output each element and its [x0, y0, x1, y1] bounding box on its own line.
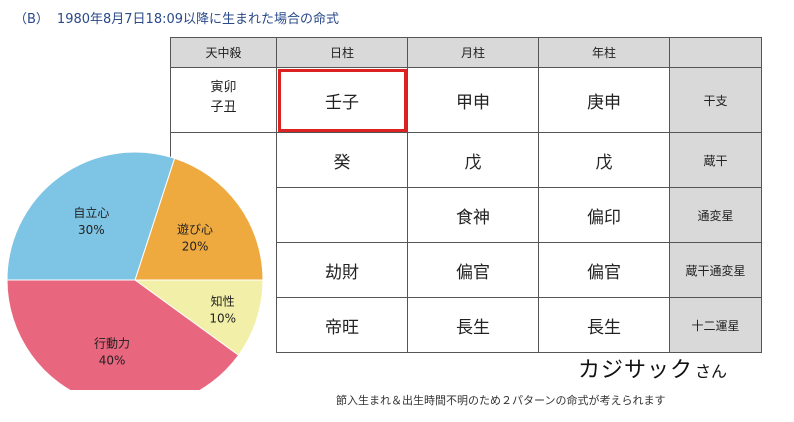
pie-value-0: 20% [182, 239, 209, 253]
day-juniunsei-cell: 帝旺 [276, 297, 408, 353]
year-kanshi-cell: 庚申 [538, 67, 670, 133]
pie-value-2: 40% [99, 354, 126, 368]
row-label: 蔵干 [669, 132, 762, 188]
pie-label-1: 知性 [211, 294, 235, 308]
pie-slice-2 [6, 279, 240, 390]
year-zoukan-cell: 戊 [538, 132, 670, 188]
row-label: 十二運星 [669, 297, 762, 353]
day-tsuhensei-cell [276, 187, 408, 243]
tenchusatsu-1: 寅卯 [210, 80, 237, 95]
name-main: カジサック [578, 358, 694, 383]
month-juniunsei-cell: 長生 [407, 297, 539, 353]
tenchusatsu-2: 子丑 [210, 100, 237, 115]
page-heading: （B） 1980年8月7日18:09以降に生まれた場合の命式 [14, 8, 339, 27]
pie-value-3: 30% [78, 223, 105, 237]
pie-value-1: 10% [209, 311, 236, 325]
table-row: 帝旺 長生 長生 十二運星 [171, 297, 762, 353]
day-kanshi-cell: 壬子 [276, 67, 408, 133]
pie-slice-3 [6, 151, 176, 281]
meishiki-table: 天中殺 日柱 月柱 年柱 寅卯 子丑 壬子 甲申 庚申 干支 癸 戊 戊 蔵干 [170, 37, 762, 353]
pie-label-2: 行動力 [94, 337, 130, 351]
year-juniunsei-cell: 長生 [538, 297, 670, 353]
header-row-label [669, 37, 762, 68]
table-row: 食神 偏印 通変星 [171, 187, 762, 243]
name-honorific: さん [695, 362, 728, 381]
header-tenchusatsu: 天中殺 [170, 37, 277, 68]
footnote: 節入生まれ＆出生時間不明のため２パターンの命式が考えられます [336, 394, 666, 407]
table-header-row: 天中殺 日柱 月柱 年柱 [170, 37, 762, 68]
month-zoukan-cell: 戊 [407, 132, 539, 188]
pattern-label: （B） [14, 12, 49, 27]
table-row: 寅卯 子丑 壬子 甲申 庚申 干支 [170, 67, 762, 133]
tenchusatsu-cell: 寅卯 子丑 [170, 67, 277, 133]
pie-label-3: 自立心 [73, 205, 109, 220]
month-tsuhensei-cell: 食神 [407, 187, 539, 243]
row-label: 干支 [669, 67, 762, 133]
row-label: 通変星 [669, 187, 762, 243]
pattern-title: 1980年8月7日18:09以降に生まれた場合の命式 [56, 12, 340, 27]
header-day-pillar: 日柱 [276, 37, 408, 68]
header-month-pillar: 月柱 [407, 37, 539, 68]
day-zoukan-cell: 癸 [276, 132, 408, 188]
year-zoukan-tsuhensei-cell: 偏官 [538, 242, 670, 298]
day-zoukan-tsuhensei-cell: 劫財 [276, 242, 408, 298]
month-zoukan-tsuhensei-cell: 偏官 [407, 242, 539, 298]
person-name: カジサック さん [578, 352, 727, 384]
month-kanshi-cell: 甲申 [407, 67, 539, 133]
pie-label-0: 遊び心 [177, 221, 213, 236]
pie-slice-1 [133, 279, 264, 356]
table-row: 癸 戊 戊 蔵干 [170, 132, 762, 188]
header-year-pillar: 年柱 [538, 37, 670, 68]
personality-pie-chart: 遊び心 20% 知性 10% 行動力 40% 自立心 30% [6, 151, 264, 390]
row-label: 蔵干通変星 [669, 242, 762, 298]
pie-slice-0 [134, 157, 264, 281]
year-tsuhensei-cell: 偏印 [538, 187, 670, 243]
